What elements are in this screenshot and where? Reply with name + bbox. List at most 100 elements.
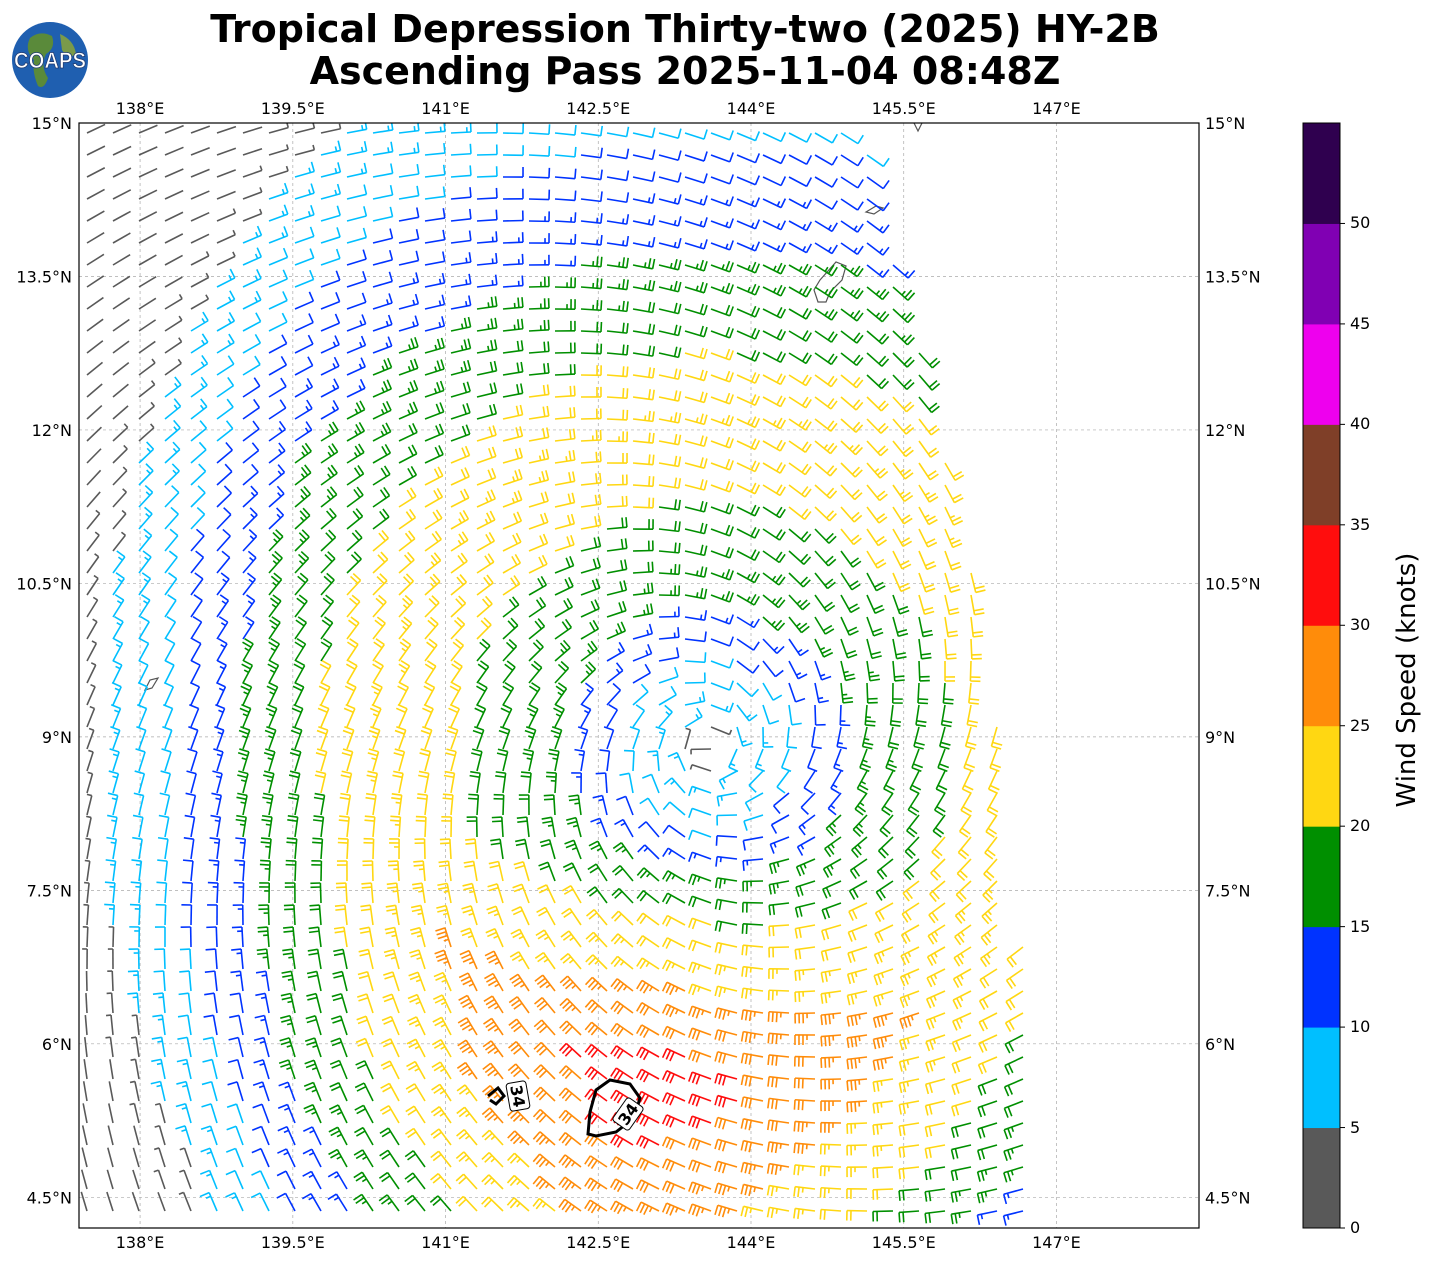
wind-barb bbox=[383, 971, 400, 992]
wind-barb bbox=[688, 807, 712, 819]
wind-barb bbox=[506, 1174, 530, 1190]
wind-barb bbox=[762, 220, 787, 231]
wind-barb bbox=[164, 376, 182, 398]
wind-barb bbox=[320, 205, 341, 222]
colorbar-tick: 40 bbox=[1350, 414, 1371, 434]
wind-barb bbox=[866, 220, 890, 234]
wind-barb bbox=[216, 485, 232, 508]
wind-barb bbox=[580, 125, 604, 137]
wind-barb bbox=[820, 1056, 842, 1069]
wind-barb bbox=[866, 330, 890, 345]
wind-barb bbox=[767, 1054, 790, 1066]
wind-barb bbox=[481, 1196, 504, 1212]
wind-barb bbox=[661, 1070, 686, 1084]
wind-barb bbox=[138, 297, 157, 310]
wind-barb bbox=[107, 970, 114, 992]
wind-barb bbox=[924, 1144, 946, 1159]
wind-barb bbox=[372, 551, 389, 574]
wind-barb bbox=[187, 748, 198, 772]
wind-barb bbox=[268, 355, 288, 376]
wind-barb bbox=[742, 836, 764, 851]
wind-barb bbox=[327, 1193, 348, 1212]
wind-barb bbox=[740, 1161, 764, 1175]
wind-barb bbox=[450, 402, 471, 420]
wind-barb bbox=[263, 748, 276, 772]
wind-barb bbox=[430, 1128, 452, 1146]
wind-barb bbox=[661, 1180, 686, 1194]
wind-barb bbox=[112, 275, 131, 288]
wind-barb bbox=[398, 423, 418, 442]
wind-barb bbox=[277, 1148, 296, 1168]
wind-barb bbox=[588, 840, 608, 860]
wind-barb bbox=[636, 957, 660, 970]
wind-barb bbox=[138, 550, 152, 574]
wind-barb bbox=[182, 881, 193, 904]
wind-barb bbox=[736, 197, 761, 208]
wind-barb bbox=[978, 990, 998, 1010]
wind-barb bbox=[476, 574, 494, 596]
colorbar-segment bbox=[1303, 926, 1340, 1028]
wind-barb bbox=[684, 303, 708, 316]
wind-barb bbox=[423, 681, 436, 706]
wind-barb bbox=[379, 1127, 400, 1146]
wind-barb bbox=[83, 903, 90, 926]
wind-barb bbox=[313, 792, 326, 816]
wind-barb bbox=[606, 214, 630, 225]
wind-barb bbox=[762, 284, 787, 297]
wind-barb bbox=[424, 208, 446, 222]
wind-barb bbox=[762, 329, 787, 341]
wind-barb bbox=[636, 935, 660, 948]
wind-barb bbox=[311, 860, 323, 882]
wind-barb bbox=[106, 1191, 114, 1212]
axis-ticks: 138°E138°E139.5°E139.5°E141°E141°E142.5°… bbox=[16, 99, 1260, 1252]
wind-barb bbox=[788, 594, 811, 611]
wind-barb bbox=[913, 726, 925, 750]
wind-barb bbox=[899, 990, 920, 1008]
wind-barb bbox=[554, 146, 577, 158]
wind-barb bbox=[635, 1068, 660, 1083]
wind-barb bbox=[508, 1040, 530, 1058]
wind-barb bbox=[918, 396, 940, 414]
wind-barb bbox=[866, 396, 889, 412]
wind-barb bbox=[788, 330, 812, 342]
wind-barb bbox=[902, 880, 920, 902]
wind-barb bbox=[632, 663, 651, 684]
wind-barb bbox=[606, 538, 628, 552]
wind-barb bbox=[794, 990, 816, 1003]
wind-barb bbox=[450, 208, 472, 222]
wind-barb bbox=[637, 844, 660, 860]
wind-barb bbox=[104, 881, 116, 904]
wind-barb bbox=[481, 1107, 504, 1124]
wind-barb bbox=[430, 1172, 452, 1190]
wind-barb bbox=[398, 594, 414, 618]
wind-barb bbox=[155, 903, 167, 926]
wind-barb bbox=[716, 792, 738, 807]
lon-tick-top: 144°E bbox=[727, 99, 776, 118]
wind-barb bbox=[872, 1166, 894, 1179]
wind-barb bbox=[580, 299, 603, 312]
wind-barb bbox=[138, 380, 156, 398]
wind-barb bbox=[558, 1198, 582, 1213]
wind-barb bbox=[762, 550, 786, 564]
wind-barb bbox=[190, 294, 210, 310]
wind-barb bbox=[772, 792, 790, 814]
wind-barb bbox=[112, 297, 131, 310]
wind-barb bbox=[353, 1171, 374, 1190]
wind-barb bbox=[190, 233, 210, 244]
wind-barb bbox=[450, 509, 470, 530]
wind-barb bbox=[424, 380, 445, 398]
wind-barb bbox=[684, 217, 708, 228]
wind-barb bbox=[304, 1037, 322, 1058]
wind-barb bbox=[159, 792, 171, 816]
wind-barb bbox=[532, 1131, 556, 1146]
wind-barb bbox=[554, 450, 576, 464]
wind-barb bbox=[268, 616, 281, 640]
wind-barb bbox=[294, 550, 310, 574]
wind-barb bbox=[528, 405, 550, 420]
wind-barb bbox=[405, 1127, 426, 1146]
wind-barb bbox=[710, 218, 734, 229]
wind-barb bbox=[554, 168, 577, 180]
wind-barb bbox=[294, 572, 309, 596]
wind-barb bbox=[164, 659, 175, 684]
wind-barb bbox=[242, 550, 257, 574]
